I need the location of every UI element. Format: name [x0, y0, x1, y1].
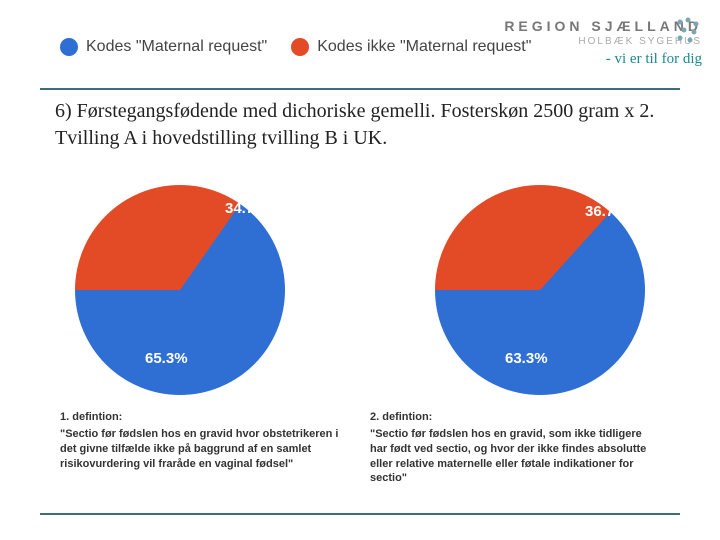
- definition-right: 2. defintion: "Sectio før fødslen hos en…: [370, 410, 680, 486]
- legend-dot-red: [291, 38, 309, 56]
- pie-right-label-red: 36.7%: [585, 203, 628, 220]
- definition-left-body: "Sectio før fødslen hos en gravid hvor o…: [60, 427, 346, 472]
- pie-right-label-blue: 63.3%: [505, 350, 548, 367]
- slide-root: Kodes "Maternal request" Kodes ikke "Mat…: [0, 0, 720, 540]
- divider-top: [40, 88, 680, 90]
- brand-block: REGION SJÆLLAND HOLBÆK SYGEHUS - vi er t…: [504, 18, 702, 68]
- pie-wrap-right: 36.7% 63.3%: [435, 185, 645, 395]
- pie-left-label-red: 34.7%: [225, 200, 268, 217]
- charts-row: 34.7% 65.3% 36.7% 63.3%: [0, 170, 720, 410]
- legend-item-blue: Kodes "Maternal request": [60, 38, 267, 56]
- slide-title: 6) Førstegangsfødende med dichoriske gem…: [55, 98, 665, 152]
- pie-col-left: 34.7% 65.3%: [0, 170, 360, 410]
- chart-legend: Kodes "Maternal request" Kodes ikke "Mat…: [60, 38, 555, 56]
- legend-label-blue: Kodes "Maternal request": [86, 38, 267, 56]
- legend-item-red: Kodes ikke "Maternal request": [291, 38, 531, 56]
- pie-wrap-left: 34.7% 65.3%: [75, 185, 285, 395]
- definition-right-body: "Sectio før fødslen hos en gravid, som i…: [370, 427, 656, 486]
- legend-label-red: Kodes ikke "Maternal request": [317, 38, 531, 56]
- pie-col-right: 36.7% 63.3%: [360, 170, 720, 410]
- brand-tagline: - vi er til for dig: [504, 51, 702, 68]
- divider-bottom: [40, 513, 680, 515]
- brand-sub-text: HOLBÆK SYGEHUS: [504, 36, 702, 47]
- definition-left-head: 1. defintion:: [60, 410, 346, 425]
- brand-main-text: REGION SJÆLLAND: [504, 18, 702, 34]
- definitions-row: 1. defintion: "Sectio før fødslen hos en…: [60, 410, 680, 486]
- header: Kodes "Maternal request" Kodes ikke "Mat…: [0, 10, 720, 70]
- definition-right-head: 2. defintion:: [370, 410, 656, 425]
- definition-left: 1. defintion: "Sectio før fødslen hos en…: [60, 410, 370, 486]
- legend-dot-blue: [60, 38, 78, 56]
- pie-left-label-blue: 65.3%: [145, 350, 188, 367]
- brand-dots-icon: [674, 16, 704, 46]
